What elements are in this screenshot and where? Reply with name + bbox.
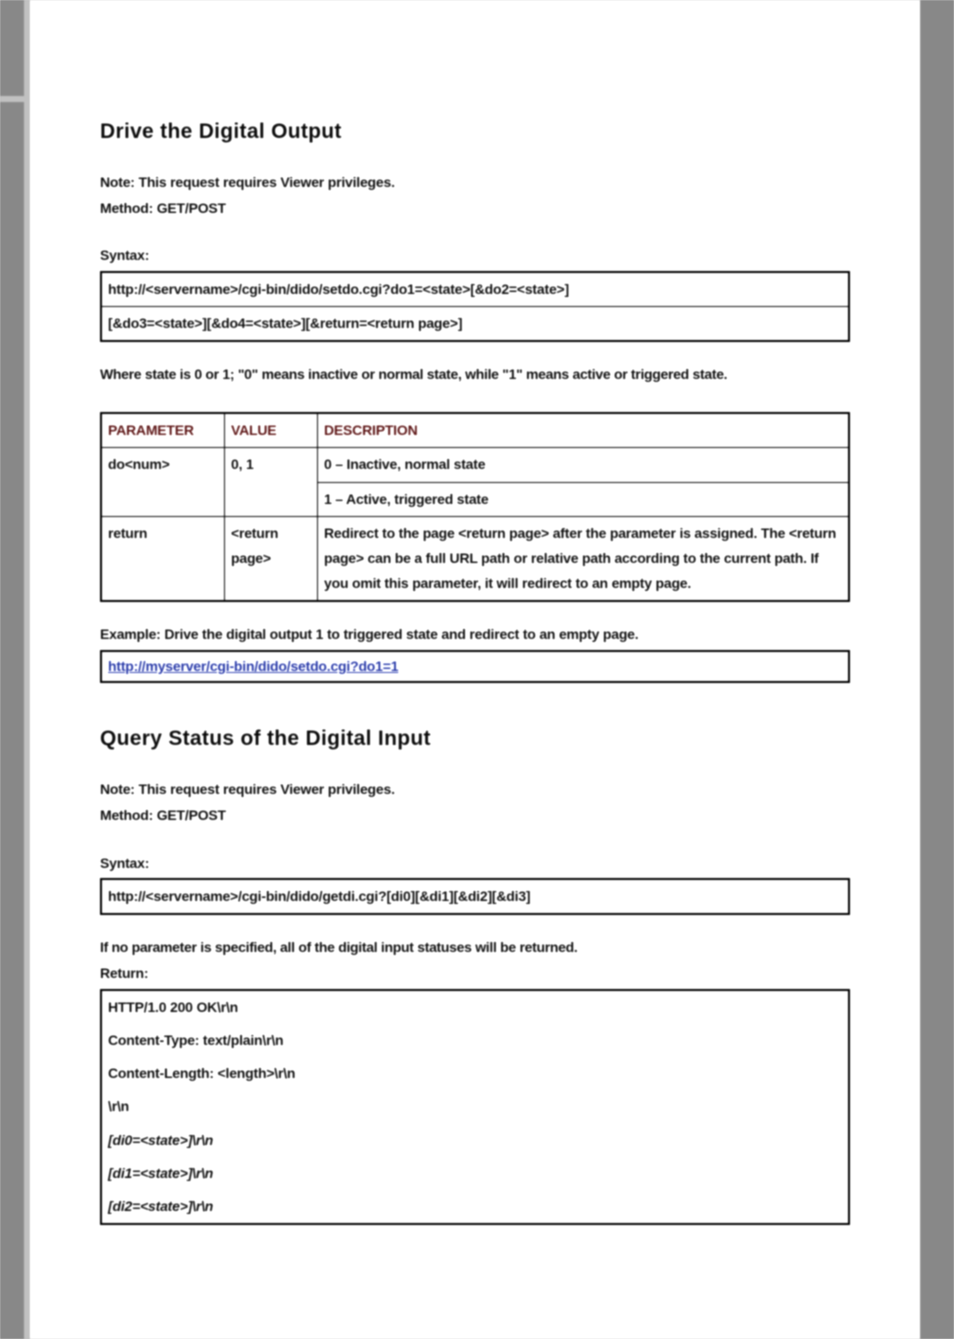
section1-note: Note: This request requires Viewer privi… — [100, 172, 850, 194]
parameter-table: PARAMETER VALUE DESCRIPTION do<num> 0, 1… — [100, 412, 850, 602]
note-label: Note: — [100, 174, 135, 190]
table-row: do<num> 0, 1 0 – Inactive, normal state — [101, 448, 849, 482]
example-text: Drive the digital output 1 to triggered … — [161, 626, 639, 642]
syntax-label-2: Syntax: — [100, 853, 850, 875]
syntax-line-2: [&do3=<state>][&do4=<state>][&return=<re… — [101, 307, 849, 342]
cell-desc-1: 1 – Active, triggered state — [318, 482, 850, 516]
example-link[interactable]: http://myserver/cgi-bin/dido/setdo.cgi?d… — [108, 658, 398, 674]
table-row: return <return page> Redirect to the pag… — [101, 516, 849, 601]
page-wrap: Drive the Digital Output Note: This requ… — [0, 0, 954, 1339]
if-no-param: If no parameter is specified, all of the… — [100, 937, 850, 959]
method-label: Method: — [100, 807, 153, 823]
cell-param-return: return — [101, 516, 225, 601]
table-header-row: PARAMETER VALUE DESCRIPTION — [101, 413, 849, 448]
example-link-box: http://myserver/cgi-bin/dido/setdo.cgi?d… — [100, 650, 850, 683]
return-line-5: [di1=<state>]\r\n — [101, 1157, 849, 1190]
section2-note: Note: This request requires Viewer privi… — [100, 779, 850, 801]
section1-heading: Drive the Digital Output — [100, 120, 850, 144]
syntax-line-getdi: http://<servername>/cgi-bin/dido/getdi.c… — [101, 879, 849, 914]
cell-value-01: 0, 1 — [225, 448, 318, 516]
return-line-1: Content-Type: text/plain\r\n — [101, 1024, 849, 1057]
th-description: DESCRIPTION — [318, 413, 850, 448]
syntax-line-1: http://<servername>/cgi-bin/dido/setdo.c… — [101, 272, 849, 307]
return-label: Return: — [100, 963, 850, 985]
return-line-3: \r\n — [101, 1090, 849, 1123]
note-text: This request requires Viewer privileges. — [135, 174, 395, 190]
return-line-2: Content-Length: <length>\r\n — [101, 1057, 849, 1090]
cell-desc-return: Redirect to the page <return page> after… — [318, 516, 850, 601]
syntax-label: Syntax: — [100, 245, 850, 267]
method-label: Method: — [100, 200, 153, 216]
example-label: Example: — [100, 626, 161, 642]
th-parameter: PARAMETER — [101, 413, 225, 448]
cell-value-return: <return page> — [225, 516, 318, 601]
cell-desc-0: 0 – Inactive, normal state — [318, 448, 850, 482]
th-value: VALUE — [225, 413, 318, 448]
cell-param-donum: do<num> — [101, 448, 225, 516]
return-line-0: HTTP/1.0 200 OK\r\n — [101, 990, 849, 1024]
method-text: GET/POST — [153, 807, 226, 823]
document-page: Drive the Digital Output Note: This requ… — [30, 0, 920, 1339]
section1-method: Method: GET/POST — [100, 198, 850, 220]
syntax-box-2: http://<servername>/cgi-bin/dido/getdi.c… — [100, 878, 850, 915]
where-text: Where state is 0 or 1; "0" means inactiv… — [100, 364, 850, 386]
return-line-4: [di0=<state>]\r\n — [101, 1124, 849, 1157]
note-label: Note: — [100, 781, 135, 797]
syntax-box-1: http://<servername>/cgi-bin/dido/setdo.c… — [100, 271, 850, 342]
return-box: HTTP/1.0 200 OK\r\n Content-Type: text/p… — [100, 989, 850, 1225]
return-line-6: [di2=<state>]\r\n — [101, 1190, 849, 1224]
note-text: This request requires Viewer privileges. — [135, 781, 395, 797]
method-text: GET/POST — [153, 200, 226, 216]
section2-method: Method: GET/POST — [100, 805, 850, 827]
section2-heading: Query Status of the Digital Input — [100, 727, 850, 751]
corner-decoration — [0, 96, 30, 102]
example-line: Example: Drive the digital output 1 to t… — [100, 624, 850, 646]
